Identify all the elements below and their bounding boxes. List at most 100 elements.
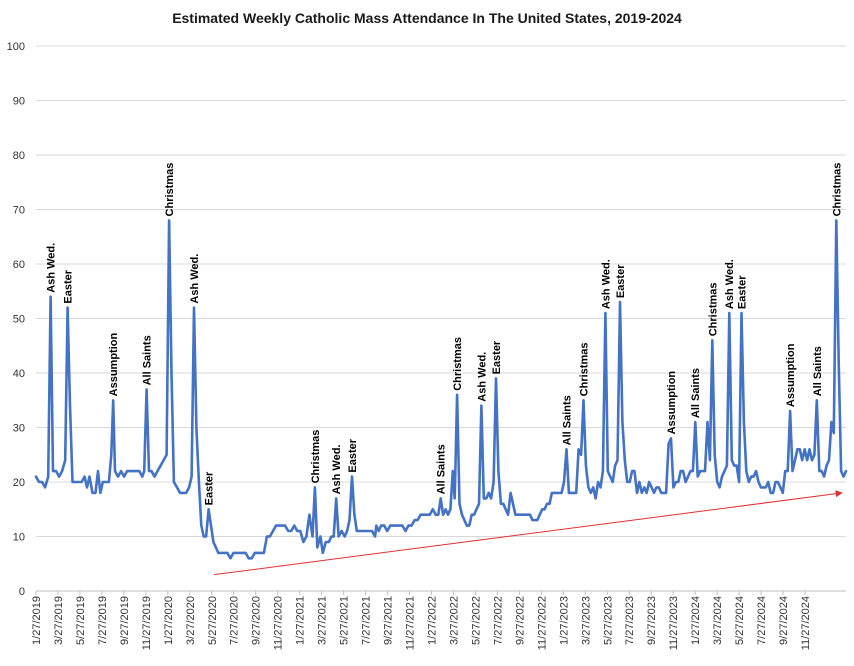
data-point xyxy=(97,470,99,472)
x-tick-label: 11/27/2019 xyxy=(141,596,153,650)
data-point xyxy=(299,530,301,532)
data-point xyxy=(319,535,321,538)
data-point xyxy=(120,470,122,472)
data-point xyxy=(779,486,782,488)
data-point xyxy=(697,476,699,478)
data-point xyxy=(597,481,599,483)
data-point xyxy=(748,481,750,483)
data-point xyxy=(565,448,568,450)
data-point xyxy=(392,525,394,527)
data-point xyxy=(398,525,400,527)
data-point xyxy=(64,459,66,461)
x-tick-label: 9/27/2019 xyxy=(119,596,131,645)
data-point xyxy=(52,470,54,472)
data-point xyxy=(522,514,524,516)
data-point xyxy=(335,497,337,499)
data-point xyxy=(266,535,268,538)
data-point xyxy=(91,492,94,494)
data-point xyxy=(226,552,228,554)
data-point xyxy=(592,486,594,488)
data-point xyxy=(179,492,181,494)
data-point xyxy=(782,492,784,494)
data-point xyxy=(794,459,796,461)
data-point xyxy=(660,492,662,494)
data-point xyxy=(731,459,733,461)
y-tick-label: 60 xyxy=(13,259,25,271)
data-point xyxy=(838,361,840,363)
y-tick-label: 10 xyxy=(13,532,25,544)
data-point xyxy=(456,394,458,396)
data-point xyxy=(843,476,845,478)
data-point xyxy=(616,459,619,461)
data-point xyxy=(123,476,125,478)
data-point xyxy=(765,486,767,488)
data-point xyxy=(587,486,590,488)
data-point xyxy=(799,448,801,450)
data-point xyxy=(242,552,244,554)
data-point xyxy=(275,525,277,527)
data-point xyxy=(672,486,675,488)
data-point xyxy=(519,514,521,516)
data-point xyxy=(426,514,428,516)
peak-annotation: Christmas xyxy=(578,343,590,397)
data-point xyxy=(170,372,173,374)
data-point xyxy=(643,486,645,488)
data-point xyxy=(185,492,187,494)
y-tick-label: 50 xyxy=(13,314,25,326)
data-point xyxy=(176,486,178,488)
data-point xyxy=(483,497,485,499)
data-point xyxy=(404,530,407,532)
data-point xyxy=(41,481,43,483)
data-point xyxy=(417,519,419,521)
data-point xyxy=(553,492,555,494)
data-point xyxy=(84,476,86,478)
data-point xyxy=(762,486,765,488)
data-point xyxy=(507,514,509,516)
data-point xyxy=(380,525,382,527)
data-point xyxy=(607,470,609,472)
data-point xyxy=(633,470,636,472)
data-point xyxy=(461,514,463,516)
peak-annotation: Assumption xyxy=(666,371,678,435)
peak-annotation: Ash Wed. xyxy=(331,444,343,494)
peak-annotation: Easter xyxy=(615,264,627,298)
data-point xyxy=(449,508,451,510)
data-point xyxy=(816,399,818,401)
data-point xyxy=(578,448,580,450)
data-point xyxy=(74,481,77,483)
data-point xyxy=(551,492,553,494)
x-tick-label: 9/27/2020 xyxy=(251,596,263,645)
x-tick-label: 1/27/2021 xyxy=(295,596,307,645)
peak-annotation: Christmas xyxy=(164,163,176,217)
data-point xyxy=(568,492,570,494)
series-line xyxy=(34,219,848,560)
data-point xyxy=(514,514,517,516)
data-point xyxy=(505,508,507,510)
data-point xyxy=(281,525,283,527)
x-tick-label: 3/27/2024 xyxy=(712,596,724,645)
data-point xyxy=(129,470,131,472)
data-point xyxy=(706,421,709,423)
data-point xyxy=(35,476,37,478)
data-point xyxy=(239,552,241,554)
data-point xyxy=(753,476,755,478)
data-point xyxy=(188,486,190,488)
data-point xyxy=(743,421,745,423)
data-point xyxy=(375,525,377,527)
data-point xyxy=(787,470,789,472)
data-point xyxy=(675,481,677,483)
data-point xyxy=(480,405,482,407)
x-tick-label: 5/27/2019 xyxy=(75,596,87,645)
data-point xyxy=(614,465,616,467)
data-point xyxy=(478,503,480,505)
data-point xyxy=(485,497,487,499)
data-point xyxy=(383,525,385,527)
data-point xyxy=(721,476,723,478)
data-point xyxy=(156,470,159,472)
data-point xyxy=(143,470,145,472)
data-point xyxy=(563,481,565,483)
peak-annotation: Easter xyxy=(491,340,503,374)
data-point xyxy=(344,535,346,538)
data-point xyxy=(257,552,259,554)
